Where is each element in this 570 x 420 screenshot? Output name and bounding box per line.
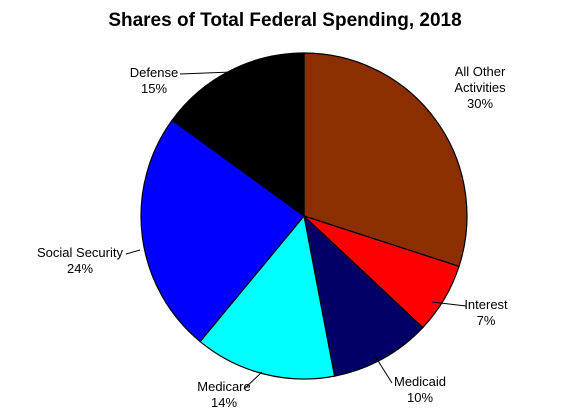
leader-line-social-security bbox=[125, 249, 141, 255]
pie-value-medicare: 14% bbox=[211, 395, 237, 410]
pie-slice-defense bbox=[171, 52, 305, 218]
leader-line-defense bbox=[179, 71, 233, 75]
pie-slice-social-security bbox=[140, 119, 305, 343]
pie-slice-medicare bbox=[199, 214, 336, 380]
leader-line-medicare bbox=[243, 371, 263, 390]
pie-value-all-other-activities: 30% bbox=[467, 96, 493, 111]
pie-label-interest: Interest 7% bbox=[464, 297, 508, 328]
pie-slice-all-other-activities bbox=[303, 52, 468, 268]
pie-value-medicaid: 10% bbox=[407, 390, 433, 405]
pie-label-medicaid: Medicaid 10% bbox=[394, 374, 446, 405]
pie-slices bbox=[140, 52, 468, 380]
pie-labels: All Other Activities 30% Interest 7% Medicaid… bbox=[37, 64, 508, 410]
pie-value-social-security: 24% bbox=[67, 261, 93, 276]
pie-value-interest: 7% bbox=[477, 313, 496, 328]
pie-value-defense: 15% bbox=[141, 81, 167, 96]
pie-slice-medicaid bbox=[303, 214, 424, 377]
pie-label-medicare: Medicare 14% bbox=[197, 379, 250, 410]
leader-line-medicaid bbox=[374, 355, 393, 384]
pie-label-social-security: Social Security 24% bbox=[37, 245, 123, 276]
leader-line-interest bbox=[431, 301, 467, 307]
pie-label-all-other-activities: All Other Activities 30% bbox=[454, 64, 506, 111]
chart-title: Shares of Total Federal Spending, 2018 bbox=[108, 10, 461, 31]
pie-label-defense: Defense 15% bbox=[130, 65, 178, 96]
